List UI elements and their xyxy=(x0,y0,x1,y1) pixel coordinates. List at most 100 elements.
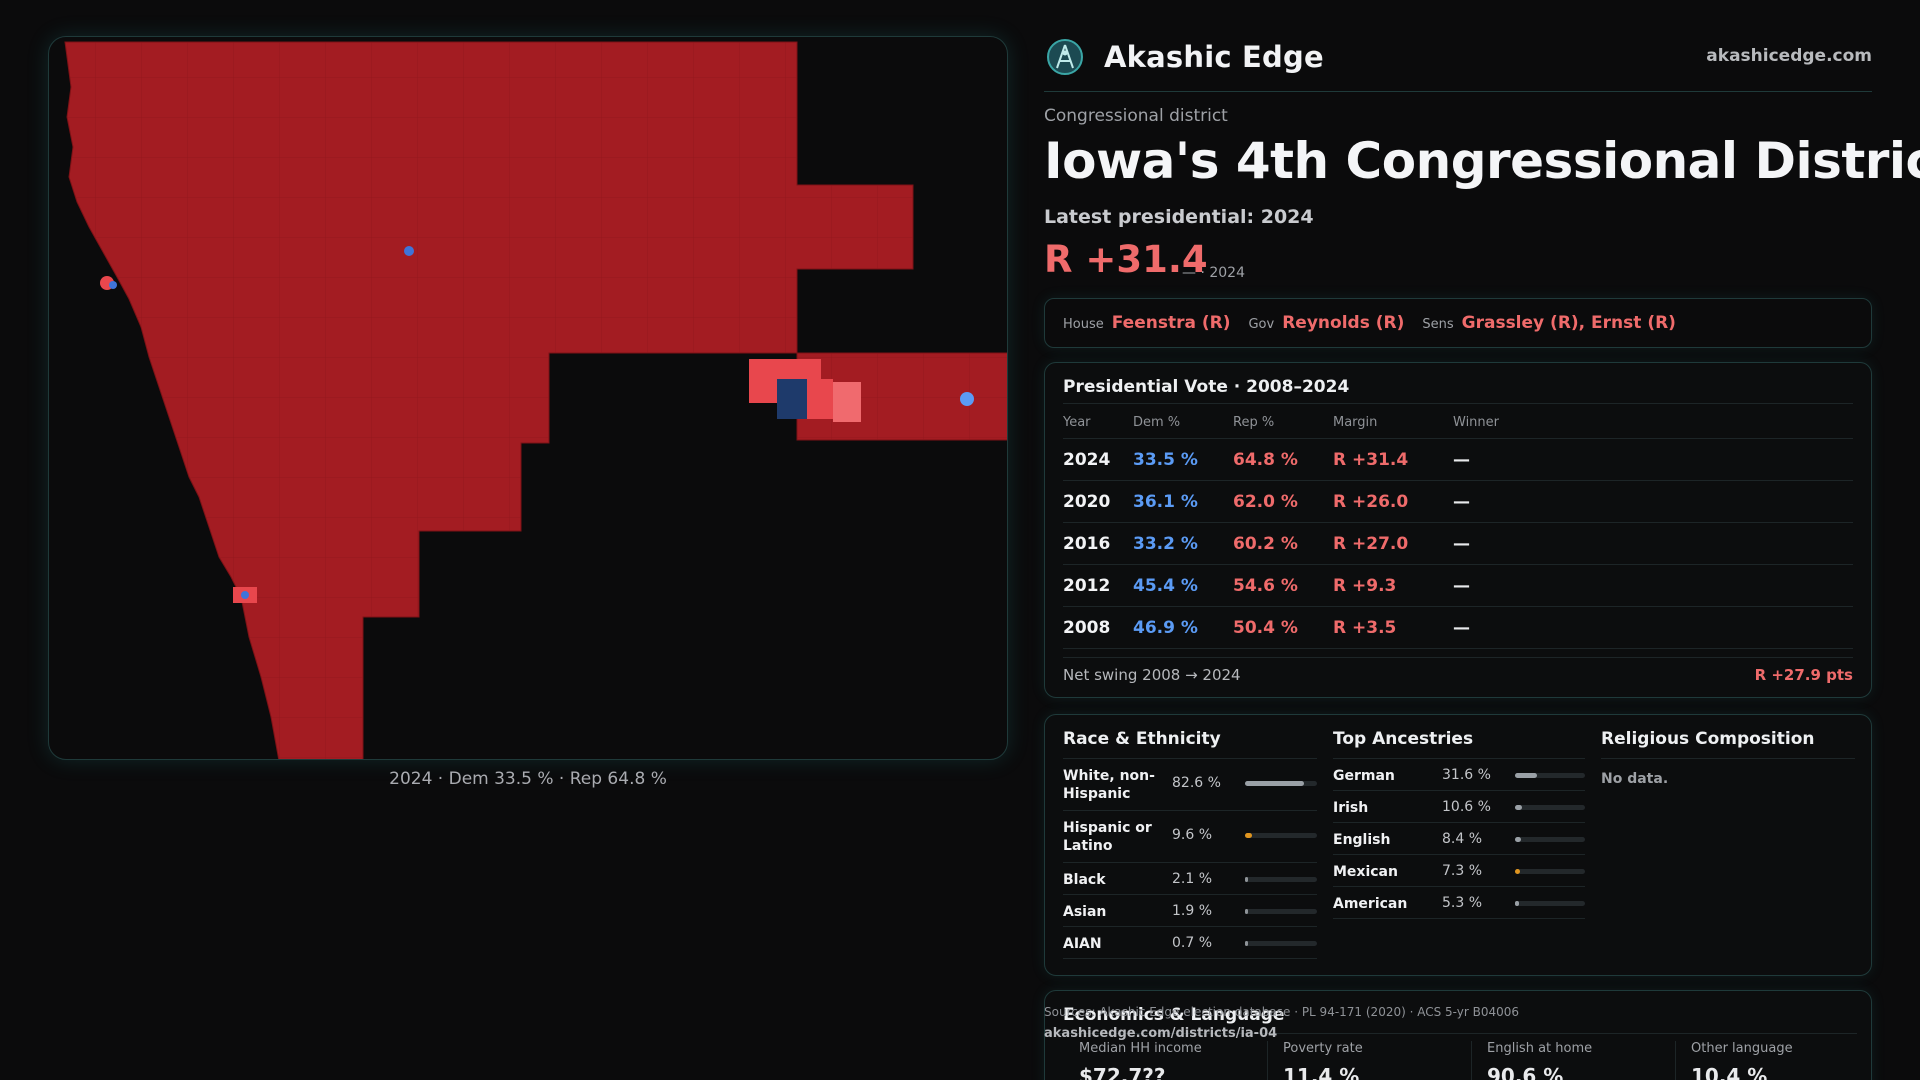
cell-winner: — xyxy=(1453,534,1470,554)
row-bar xyxy=(1515,901,1585,906)
row-pct: 9.6 % xyxy=(1172,827,1213,843)
cell-year: 2008 xyxy=(1063,618,1111,638)
race-row: AIAN 0.7 % xyxy=(1063,927,1317,959)
cell-rep: 50.4 % xyxy=(1233,618,1298,638)
cell-winner: — xyxy=(1453,618,1470,638)
row-label: Irish xyxy=(1333,800,1369,816)
row-pct: 5.3 % xyxy=(1442,895,1483,911)
row-bar xyxy=(1515,837,1585,842)
econ-stat: Poverty rate 11.4 % xyxy=(1283,1041,1363,1080)
stat-label: Other language xyxy=(1691,1041,1793,1056)
divider xyxy=(1267,1041,1268,1080)
ancestries-section: Top Ancestries German 31.6 % Irish 10.6 … xyxy=(1333,729,1585,919)
sources-text: Sources: Akashic Edge election database … xyxy=(1044,1005,1520,1019)
row-pct: 82.6 % xyxy=(1172,775,1221,791)
col-header-margin: Margin xyxy=(1333,415,1378,430)
city-dot xyxy=(960,392,974,406)
district-map[interactable] xyxy=(48,36,1008,760)
ancestry-row: Mexican 7.3 % xyxy=(1333,855,1585,887)
stat-label: English at home xyxy=(1487,1041,1593,1056)
row-label: German xyxy=(1333,768,1395,784)
demographics-card: Race & Ethnicity White, non-Hispanic 82.… xyxy=(1044,714,1872,976)
row-label: White, non-Hispanic xyxy=(1063,768,1155,802)
latest-margin-sub: — · 2024 xyxy=(1182,265,1245,281)
table-row: 2016 33.2 % 60.2 % R +27.0 — xyxy=(1063,523,1853,565)
table-header: Year Dem % Rep % Margin Winner xyxy=(1063,403,1853,439)
row-bar xyxy=(1245,877,1317,882)
page-kicker: Congressional district xyxy=(1044,106,1228,126)
row-label: American xyxy=(1333,896,1408,912)
ancestry-row: English 8.4 % xyxy=(1333,823,1585,855)
row-bar-fill xyxy=(1245,941,1248,946)
stat-value: 10.4 % xyxy=(1691,1064,1768,1080)
row-pct: 1.9 % xyxy=(1172,903,1213,919)
divider xyxy=(1059,1033,1857,1034)
officials-bar: House Feenstra (R) Gov Reynolds (R) Sens… xyxy=(1044,298,1872,348)
row-pct: 31.6 % xyxy=(1442,767,1491,783)
cell-year: 2020 xyxy=(1063,492,1111,512)
net-swing-row: Net swing 2008 → 2024 R +27.9 pts xyxy=(1063,657,1853,685)
row-bar-fill xyxy=(1245,877,1248,882)
row-bar xyxy=(1515,773,1585,778)
latest-margin: R +31.4 xyxy=(1044,238,1208,281)
stat-label: Median HH income xyxy=(1079,1041,1202,1056)
col-header-dem: Dem % xyxy=(1133,415,1181,430)
row-bar xyxy=(1245,909,1317,914)
brand-url-link[interactable]: akashicedge.com xyxy=(1706,46,1872,66)
cell-dem: 33.5 % xyxy=(1133,450,1198,470)
official-senators: Sens Grassley (R), Ernst (R) xyxy=(1422,313,1676,333)
precinct-patch xyxy=(807,379,833,419)
divider xyxy=(1471,1041,1472,1080)
cell-year: 2012 xyxy=(1063,576,1111,596)
row-label: Mexican xyxy=(1333,864,1398,880)
brand-header: Akashic Edge akashicedge.com xyxy=(1044,36,1872,92)
stat-value: 90.6 % xyxy=(1487,1064,1564,1080)
table-row: 2012 45.4 % 54.6 % R +9.3 — xyxy=(1063,565,1853,607)
official-value[interactable]: Grassley (R), Ernst (R) xyxy=(1461,313,1676,333)
city-dot xyxy=(241,591,249,599)
official-value[interactable]: Feenstra (R) xyxy=(1111,313,1231,333)
cell-margin: R +27.0 xyxy=(1333,534,1409,554)
brand-name[interactable]: Akashic Edge xyxy=(1104,40,1324,74)
stat-value: $72,7?? xyxy=(1079,1064,1166,1080)
card-title: Presidential Vote · 2008–2024 xyxy=(1063,377,1350,397)
no-data-text: No data. xyxy=(1601,771,1669,787)
row-bar xyxy=(1515,805,1585,810)
cell-margin: R +31.4 xyxy=(1333,450,1409,470)
row-bar xyxy=(1515,869,1585,874)
race-row: White, non-Hispanic 82.6 % xyxy=(1063,759,1317,811)
cell-winner: — xyxy=(1453,576,1470,596)
cell-winner: — xyxy=(1453,450,1470,470)
econ-stat: Median HH income $72,7?? xyxy=(1079,1041,1202,1080)
cell-margin: R +9.3 xyxy=(1333,576,1397,596)
cell-year: 2024 xyxy=(1063,450,1111,470)
table-row: 2024 33.5 % 64.8 % R +31.4 — xyxy=(1063,439,1853,481)
cell-rep: 54.6 % xyxy=(1233,576,1298,596)
row-label: Hispanic or Latino xyxy=(1063,820,1152,854)
section-title: Race & Ethnicity xyxy=(1063,729,1317,759)
net-swing-label: Net swing 2008 → 2024 xyxy=(1063,666,1241,684)
section-title: Top Ancestries xyxy=(1333,729,1585,759)
cell-dem: 46.9 % xyxy=(1133,618,1198,638)
page-title: Iowa's 4th Congressional District xyxy=(1044,132,1920,190)
city-dot xyxy=(404,246,414,256)
cell-margin: R +26.0 xyxy=(1333,492,1409,512)
city-dot xyxy=(109,281,117,289)
cell-rep: 62.0 % xyxy=(1233,492,1298,512)
ancestry-row: German 31.6 % xyxy=(1333,759,1585,791)
divider xyxy=(1675,1041,1676,1080)
district-map-svg xyxy=(64,41,1007,759)
page-url-link[interactable]: akashicedge.com/districts/ia-04 xyxy=(1044,1026,1278,1041)
econ-stat: Other language 10.4 % xyxy=(1691,1041,1793,1080)
official-house: House Feenstra (R) xyxy=(1063,313,1230,333)
row-label: English xyxy=(1333,832,1391,848)
cell-dem: 33.2 % xyxy=(1133,534,1198,554)
religion-section: Religious Composition No data. xyxy=(1601,729,1855,787)
map-caption: 2024 · Dem 33.5 % · Rep 64.8 % xyxy=(389,769,667,789)
official-label: Sens xyxy=(1422,317,1454,332)
row-bar-fill xyxy=(1245,781,1305,786)
official-value[interactable]: Reynolds (R) xyxy=(1282,313,1405,333)
brand-logo-icon[interactable] xyxy=(1046,38,1084,76)
cell-dem: 36.1 % xyxy=(1133,492,1198,512)
row-pct: 10.6 % xyxy=(1442,799,1491,815)
